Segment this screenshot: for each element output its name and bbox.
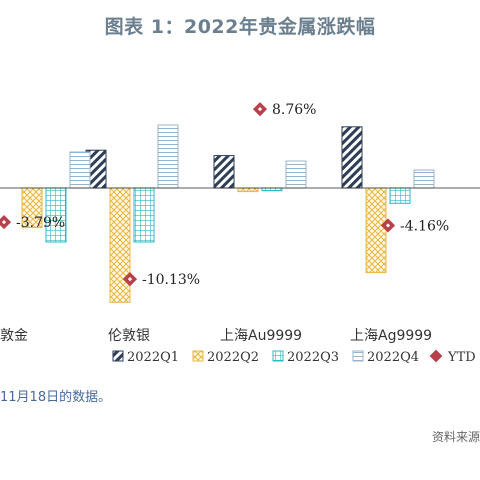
category-label-1: 伦敦银 <box>108 328 150 344</box>
ytd-marker-dot-3 <box>385 223 391 228</box>
category-label-3: 上海Ag9999 <box>350 328 432 344</box>
ytd-label-2: 8.76% <box>272 102 316 118</box>
ytd-label-3: -4.16% <box>400 218 449 234</box>
bar-2022Q2-3 <box>365 187 387 274</box>
bar-2022Q4-1 <box>157 124 179 189</box>
legend-label-2022Q2: 2022Q2 <box>207 350 259 365</box>
bar-2022Q4-0 <box>69 151 91 189</box>
legend-swatch-2022Q3 <box>272 350 284 362</box>
bar-2022Q3-1 <box>133 187 155 243</box>
category-label-0: 敦金 <box>0 328 28 344</box>
legend-label-2022Q4: 2022Q4 <box>367 350 419 365</box>
ytd-marker-dot-0 <box>1 219 7 225</box>
bar-2022Q1-3 <box>341 126 363 189</box>
bar-2022Q3-2 <box>261 187 283 192</box>
bar-2022Q2-1 <box>109 187 131 303</box>
source-label: 资料来源 <box>431 430 480 444</box>
legend-swatch-2022Q2 <box>192 350 204 362</box>
legend-swatch-2022Q1 <box>112 350 124 362</box>
bar-2022Q2-2 <box>237 187 259 193</box>
legend-label-2022Q3: 2022Q3 <box>287 350 339 365</box>
legend-swatch-ytd <box>429 349 443 363</box>
bar-2022Q1-2 <box>213 155 235 189</box>
bar-2022Q3-3 <box>389 187 411 204</box>
bar-2022Q4-2 <box>285 160 307 189</box>
bar-2022Q4-3 <box>413 169 435 189</box>
legend-label-2022Q1: 2022Q1 <box>127 350 179 365</box>
legend-swatch-2022Q4 <box>352 350 364 362</box>
footnote: 11月18日的数据。 <box>0 390 112 405</box>
chart-title: 图表 1：2022年贵金属涨跌幅 <box>104 16 376 38</box>
ytd-marker-dot-1 <box>127 277 133 282</box>
legend-label-ytd: YTD <box>447 350 476 365</box>
ytd-label-0: -3.79% <box>16 215 65 231</box>
ytd-label-1: -10.13% <box>142 272 200 288</box>
category-label-2: 上海Au9999 <box>220 328 302 344</box>
